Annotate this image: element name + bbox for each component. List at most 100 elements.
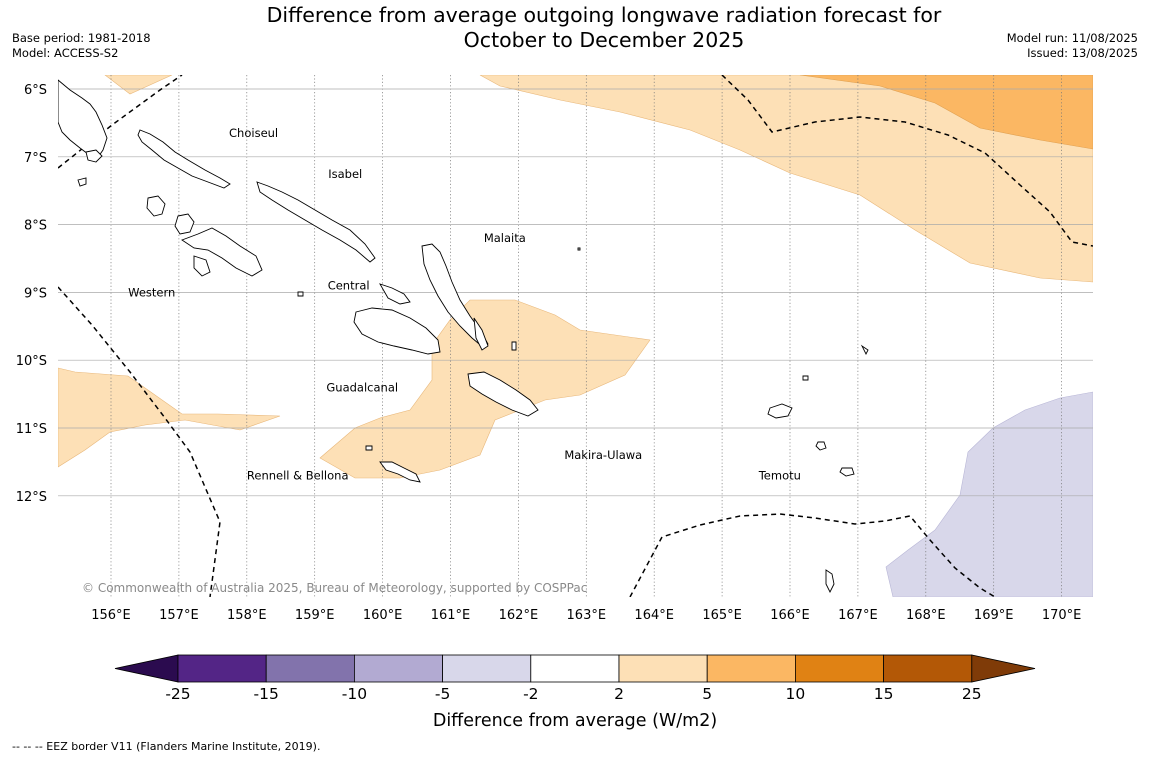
santa-cruz-island bbox=[767, 403, 793, 419]
base-period: Base period: 1981-2018 bbox=[12, 31, 151, 45]
small-malaita-island bbox=[473, 317, 489, 351]
map-panel: Choiseul Isabel Malaita Western Central Guada… bbox=[58, 75, 1093, 597]
rennell-island bbox=[379, 461, 421, 483]
colorbar-label: Difference from average (W/m2) bbox=[433, 711, 717, 731]
eez-legend: -- -- -- EEZ border V11 (Flanders Marine… bbox=[12, 740, 321, 753]
lon-tick-label: 161°E bbox=[431, 608, 471, 623]
province-label: Makira-Ulawa bbox=[564, 448, 642, 462]
lat-tick-label: 9°S bbox=[24, 286, 47, 301]
lon-tick-label: 165°E bbox=[702, 608, 742, 623]
colorbar-tick-label: 5 bbox=[702, 685, 712, 703]
lon-tick-label: 160°E bbox=[363, 608, 403, 623]
colorbar-extend-low bbox=[114, 654, 179, 683]
colorbar-tick-label: 25 bbox=[962, 685, 982, 703]
colorbar-tick-label: -15 bbox=[254, 685, 279, 703]
lat-tick-label: 7°S bbox=[24, 151, 47, 166]
map-title: Difference from average outgoing longwav… bbox=[200, 3, 1008, 53]
copyright-notice: © Commonwealth of Australia 2025, Bureau… bbox=[82, 581, 587, 595]
lat-tick-label: 10°S bbox=[16, 354, 47, 369]
duff-islands bbox=[860, 344, 869, 356]
lon-tick-label: 159°E bbox=[295, 608, 335, 623]
vella-lavella-island bbox=[146, 195, 166, 217]
lon-tick-label: 167°E bbox=[838, 608, 878, 623]
makira-island bbox=[467, 371, 539, 417]
choiseul-island bbox=[137, 129, 231, 189]
axis-labels: 156°E 157°E 158°E 159°E 160°E 161°E 162°E 163°E… bbox=[16, 83, 1082, 623]
lat-tick-label: 8°S bbox=[24, 219, 47, 234]
colorbar-segment bbox=[353, 654, 443, 683]
province-labels: Choiseul Isabel Malaita Western Central Guada… bbox=[128, 126, 801, 482]
vanikoro-island bbox=[815, 441, 827, 451]
anomaly-positive-west bbox=[58, 367, 281, 468]
province-label: Western bbox=[128, 285, 175, 299]
shortland-islands bbox=[85, 149, 103, 163]
province-label: Isabel bbox=[328, 167, 362, 181]
lon-tick-label: 164°E bbox=[634, 608, 674, 623]
colorbar-segment bbox=[442, 654, 532, 683]
province-label: Temotu bbox=[758, 468, 801, 482]
lat-tick-label: 6°S bbox=[24, 83, 47, 98]
lon-tick-label: 168°E bbox=[906, 608, 946, 623]
ontong-java-atoll bbox=[577, 247, 581, 251]
meta-right: Model run: 11/08/2025 Issued: 13/08/2025 bbox=[1007, 31, 1138, 61]
colorbar-tick-label: -2 bbox=[523, 685, 538, 703]
issued-date: Issued: 13/08/2025 bbox=[1027, 46, 1138, 60]
lon-tick-label: 163°E bbox=[567, 608, 607, 623]
eez-borders bbox=[58, 75, 1093, 597]
bougainville-island bbox=[58, 79, 108, 161]
province-label: Choiseul bbox=[229, 126, 278, 140]
reef-islands bbox=[802, 375, 809, 381]
colorbar-tick-label: -5 bbox=[435, 685, 450, 703]
colorbar: -25 -15 -10 -5 -2 2 5 10 15 25 bbox=[114, 654, 1036, 703]
meta-left: Base period: 1981-2018 Model: ACCESS-S2 bbox=[12, 31, 151, 61]
colorbar-segment bbox=[795, 654, 885, 683]
colorbar-tick-label: -25 bbox=[165, 685, 190, 703]
eez-border-south bbox=[629, 513, 996, 597]
graticule bbox=[58, 75, 1093, 597]
anomaly-negative-southeast bbox=[885, 391, 1093, 597]
colorbar-segment bbox=[618, 654, 708, 683]
russell-islands bbox=[297, 291, 304, 297]
new-georgia-island bbox=[181, 227, 263, 277]
anomaly-positive-north bbox=[479, 75, 1093, 283]
colorbar-tick-label: -10 bbox=[342, 685, 367, 703]
eez-border-ne bbox=[721, 75, 1093, 247]
lon-tick-label: 170°E bbox=[1042, 608, 1082, 623]
colorbar-segment bbox=[883, 654, 973, 683]
tikopia-island bbox=[825, 569, 835, 594]
lon-tick-label: 157°E bbox=[159, 608, 199, 623]
colorbar-extend-high bbox=[971, 654, 1036, 683]
colorbar-tick-label: 15 bbox=[874, 685, 894, 703]
isabel-island bbox=[256, 181, 376, 263]
kolombangara-island bbox=[174, 213, 195, 235]
bellona-island bbox=[365, 445, 373, 451]
rendova-island bbox=[193, 255, 211, 277]
anomaly-shading bbox=[58, 75, 1093, 597]
lon-tick-label: 169°E bbox=[974, 608, 1014, 623]
ulawa-island bbox=[511, 341, 517, 351]
colorbar-segment bbox=[265, 654, 355, 683]
province-label: Malaita bbox=[484, 231, 526, 245]
utupua-island bbox=[839, 467, 855, 477]
colorbar-segment bbox=[177, 654, 267, 683]
model-run: Model run: 11/08/2025 bbox=[1006, 31, 1138, 45]
province-label: Guadalcanal bbox=[326, 380, 398, 394]
model-name: Model: ACCESS-S2 bbox=[12, 46, 119, 60]
lat-tick-label: 11°S bbox=[16, 422, 47, 437]
lat-tick-label: 12°S bbox=[16, 490, 47, 505]
title-line-1: Difference from average outgoing longwav… bbox=[266, 3, 942, 27]
colorbar-segment bbox=[706, 654, 796, 683]
title-line-2: October to December 2025 bbox=[463, 28, 745, 52]
lon-tick-label: 166°E bbox=[770, 608, 810, 623]
lon-tick-label: 156°E bbox=[91, 608, 131, 623]
lon-tick-label: 158°E bbox=[227, 608, 267, 623]
florida-islands bbox=[379, 283, 411, 305]
anomaly-positive-corner bbox=[104, 75, 173, 95]
coastlines bbox=[58, 79, 869, 594]
colorbar-tick-label: 10 bbox=[786, 685, 806, 703]
malaita-island bbox=[421, 243, 489, 349]
province-label: Central bbox=[328, 279, 370, 293]
colorbar-tick-label: 2 bbox=[614, 685, 624, 703]
colorbar-segment bbox=[530, 654, 620, 683]
